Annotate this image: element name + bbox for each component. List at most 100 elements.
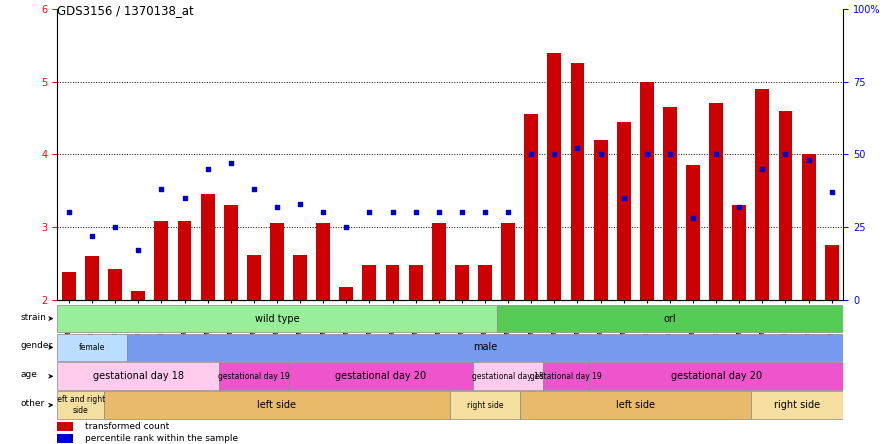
Bar	[593, 140, 608, 300]
Text: gestational day 19: gestational day 19	[530, 372, 602, 381]
Bar	[732, 205, 746, 300]
Text: transformed count: transformed count	[85, 422, 170, 431]
Bar	[85, 256, 99, 300]
Point	[616, 194, 630, 202]
Bar	[570, 63, 585, 300]
Point	[755, 165, 769, 172]
Point	[85, 232, 99, 239]
Text: other: other	[20, 399, 44, 408]
Bar	[62, 272, 76, 300]
Point	[501, 209, 515, 216]
Bar	[316, 223, 330, 300]
Point	[825, 189, 839, 196]
Bar	[450, 391, 520, 419]
Text: GDS3156 / 1370138_at: GDS3156 / 1370138_at	[57, 4, 194, 17]
Bar	[155, 221, 169, 300]
Bar	[386, 265, 399, 300]
Text: strain: strain	[20, 313, 46, 321]
Bar	[57, 391, 103, 419]
Point	[455, 209, 469, 216]
Bar	[57, 305, 496, 333]
Point	[663, 151, 677, 158]
Bar	[473, 362, 543, 390]
Point	[62, 209, 76, 216]
Point	[640, 151, 654, 158]
Text: left and right
side: left and right side	[56, 396, 106, 415]
Point	[779, 151, 793, 158]
Text: gestational day 18: gestational day 18	[472, 372, 544, 381]
Text: percentile rank within the sample: percentile rank within the sample	[85, 434, 238, 443]
Point	[802, 157, 816, 164]
Point	[293, 200, 307, 207]
Point	[316, 209, 330, 216]
Bar	[547, 52, 562, 300]
Text: wild type: wild type	[254, 313, 299, 324]
Point	[386, 209, 400, 216]
Text: female: female	[79, 343, 105, 352]
Bar	[103, 391, 450, 419]
Bar	[247, 254, 260, 300]
Bar	[502, 223, 515, 300]
Bar	[409, 265, 423, 300]
Bar	[756, 89, 769, 300]
Point	[270, 203, 284, 210]
Bar	[525, 114, 538, 300]
Bar	[496, 305, 843, 333]
Bar	[57, 362, 219, 390]
Text: gestational day 20: gestational day 20	[670, 371, 762, 381]
Point	[478, 209, 492, 216]
Bar	[640, 82, 653, 300]
Bar	[200, 194, 215, 300]
Point	[732, 203, 746, 210]
Bar	[57, 333, 127, 361]
Point	[200, 165, 215, 172]
Bar	[132, 291, 145, 300]
Bar	[709, 103, 723, 300]
Point	[432, 209, 446, 216]
Point	[177, 194, 192, 202]
Text: orl: orl	[664, 313, 676, 324]
Point	[132, 247, 146, 254]
Bar	[478, 265, 492, 300]
Point	[709, 151, 723, 158]
Bar	[339, 287, 353, 300]
Text: gestational day 19: gestational day 19	[218, 372, 290, 381]
Text: right side: right side	[467, 400, 503, 410]
Point	[686, 215, 700, 222]
Bar	[520, 391, 751, 419]
Bar	[686, 165, 700, 300]
Bar	[223, 205, 238, 300]
Bar	[802, 155, 816, 300]
Point	[223, 159, 238, 166]
Point	[593, 151, 608, 158]
Bar	[57, 422, 73, 431]
Bar	[616, 122, 630, 300]
Text: left side: left side	[258, 400, 297, 410]
Text: male: male	[473, 342, 497, 353]
Bar	[109, 269, 122, 300]
Bar	[219, 362, 289, 390]
Bar	[543, 362, 589, 390]
Text: gestational day 18: gestational day 18	[93, 371, 184, 381]
Bar	[363, 265, 376, 300]
Bar	[432, 223, 446, 300]
Point	[108, 223, 122, 230]
Bar	[455, 265, 469, 300]
Point	[362, 209, 376, 216]
Point	[409, 209, 423, 216]
Point	[247, 186, 261, 193]
Bar	[57, 434, 73, 443]
Bar	[663, 107, 677, 300]
Bar	[270, 223, 284, 300]
Text: right side: right side	[774, 400, 820, 410]
Bar	[589, 362, 843, 390]
Point	[525, 151, 539, 158]
Text: gender: gender	[20, 341, 52, 350]
Bar	[751, 391, 843, 419]
Text: gestational day 20: gestational day 20	[336, 371, 426, 381]
Point	[570, 145, 585, 152]
Bar	[825, 245, 839, 300]
Bar	[293, 254, 307, 300]
Bar	[779, 111, 792, 300]
Point	[547, 151, 562, 158]
